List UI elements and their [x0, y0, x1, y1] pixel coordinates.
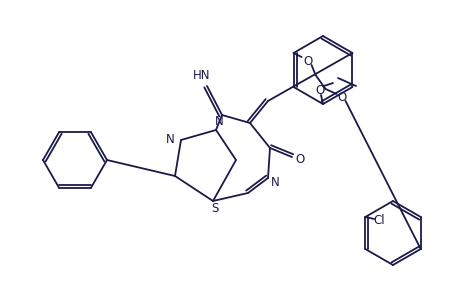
- Text: O: O: [337, 91, 346, 103]
- Text: N: N: [165, 132, 174, 145]
- Text: S: S: [211, 202, 219, 216]
- Text: Cl: Cl: [373, 214, 385, 228]
- Text: N: N: [271, 176, 279, 188]
- Text: O: O: [296, 152, 305, 165]
- Text: O: O: [303, 55, 312, 67]
- Text: N: N: [215, 115, 224, 128]
- Text: O: O: [315, 83, 325, 96]
- Text: HN: HN: [193, 68, 211, 82]
